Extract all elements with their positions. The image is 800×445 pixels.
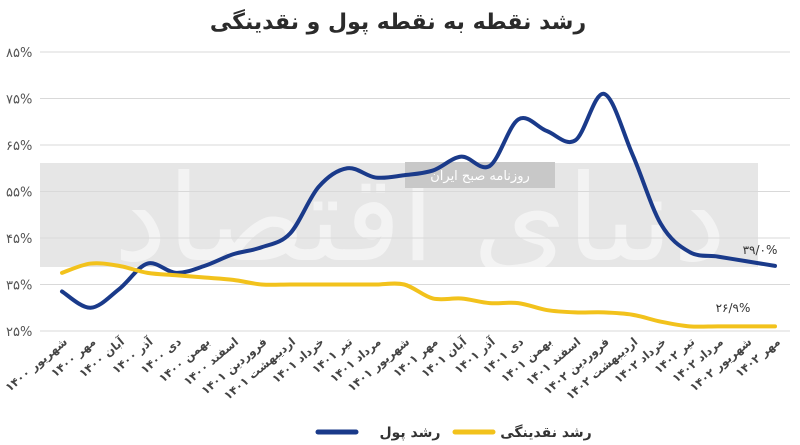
y-tick-label: ۸۵% <box>6 46 32 61</box>
y-tick-label: ۵۵% <box>6 186 32 201</box>
y-axis-ticks: ۲۵% ۳۵% ۴۵% ۵۵% ۶۵% ۷۵% ۸۵% <box>6 46 32 340</box>
data-labels: ۳۹/۰% ۲۶/۹% <box>716 243 778 315</box>
y-tick-label: ۷۵% <box>6 93 32 108</box>
legend: رشد پول رشد نقدینگی <box>315 424 592 441</box>
end-value-label: ۳۹/۰% <box>743 243 778 257</box>
y-tick-label: ۲۵% <box>6 325 32 340</box>
watermark-logo: دنیای اقتصاد روزنامه صبح ایران <box>40 150 758 289</box>
legend-label: رشد نقدینگی <box>500 424 592 441</box>
y-tick-label: ۳۵% <box>6 279 32 294</box>
chart-title: رشد نقطه به نقطه پول و نقدینگی <box>210 8 586 35</box>
watermark-tag-text: روزنامه صبح ایران <box>430 169 530 184</box>
series-line-1 <box>60 261 777 329</box>
y-tick-label: ۴۵% <box>6 232 32 247</box>
gridlines <box>40 51 790 332</box>
end-value-label: ۲۶/۹% <box>716 301 751 315</box>
y-tick-label: ۶۵% <box>6 139 32 154</box>
legend-label: رشد پول <box>380 425 441 441</box>
series-line-0 <box>60 91 777 310</box>
series-lines <box>60 91 777 329</box>
